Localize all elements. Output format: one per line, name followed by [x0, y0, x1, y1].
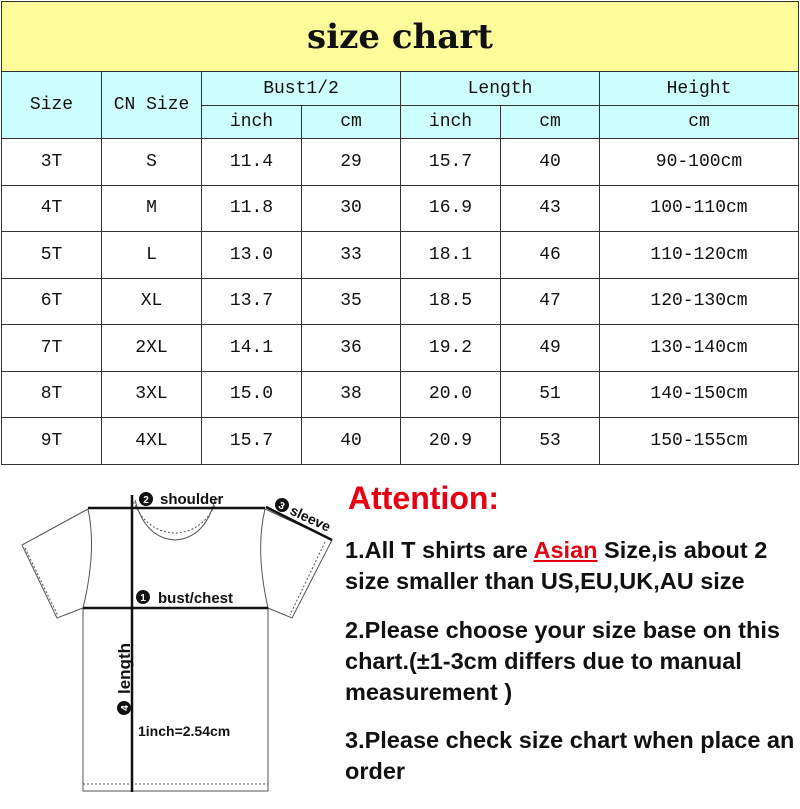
table-cell: 3T — [1, 138, 102, 186]
note-1: 1.All T shirts are Asian Size,is about 2… — [345, 537, 768, 594]
svg-text:shoulder: shoulder — [160, 491, 224, 508]
table-cell: 3XL — [101, 370, 202, 418]
table-cell: 33 — [301, 231, 401, 279]
table-row: 7T 2XL 14.1 36 19.2 49 130-140cm — [1, 324, 799, 372]
conversion-note: 1inch=2.54cm — [138, 723, 230, 739]
table-cell: 19.2 — [400, 324, 501, 372]
table-cell: XL — [101, 277, 202, 325]
svg-text:2: 2 — [143, 495, 149, 506]
table-cell: 53 — [500, 417, 600, 465]
shoulder-label: 2 shoulder — [139, 491, 224, 508]
table-cell: 4T — [1, 184, 102, 232]
table-cell: 38 — [301, 370, 401, 418]
table-cell: 20.9 — [400, 417, 501, 465]
table-cell: 5T — [1, 231, 102, 279]
svg-text:1: 1 — [140, 593, 146, 604]
header-length-inch: inch — [400, 105, 501, 139]
table-cell: 49 — [500, 324, 600, 372]
table-cell: 30 — [301, 184, 401, 232]
header-length: Length — [400, 71, 600, 106]
table-cell: 150-155cm — [599, 417, 799, 465]
table-cell: L — [101, 231, 202, 279]
table-cell: 18.5 — [400, 277, 501, 325]
chart-title: size chart — [1, 1, 799, 72]
table-cell: 20.0 — [400, 370, 501, 418]
note-2: 2.Please choose your size base on this c… — [345, 617, 780, 705]
note-3: 3.Please check size chart when place an … — [345, 727, 795, 784]
table-row: 9T 4XL 15.7 40 20.9 53 150-155cm — [1, 417, 799, 465]
table-cell: 51 — [500, 370, 600, 418]
header-cn-size: CN Size — [101, 71, 202, 139]
attention-title: Attention: — [348, 480, 500, 516]
table-cell: 15.7 — [201, 417, 302, 465]
table-cell: 29 — [301, 138, 401, 186]
bust-label: 1 bust/chest — [136, 590, 233, 607]
size-chart-table: size chart Size CN Size Bust1/2 Length H… — [1, 1, 799, 465]
table-cell: 35 — [301, 277, 401, 325]
table-cell: 8T — [1, 370, 102, 418]
table-cell: 100-110cm — [599, 184, 799, 232]
header-bust-cm: cm — [301, 105, 401, 139]
svg-text:3: 3 — [277, 500, 287, 513]
asian-highlight: Asian — [533, 537, 598, 563]
table-row: 3T S 11.4 29 15.7 40 90-100cm — [1, 138, 799, 186]
table-cell: S — [101, 138, 202, 186]
table-cell: 11.4 — [201, 138, 302, 186]
table-cell: 90-100cm — [599, 138, 799, 186]
table-cell: 18.1 — [400, 231, 501, 279]
table-cell: 15.7 — [400, 138, 501, 186]
header-bust-inch: inch — [201, 105, 302, 139]
table-row: 5T L 13.0 33 18.1 46 110-120cm — [1, 231, 799, 279]
table-cell: 2XL — [101, 324, 202, 372]
table-cell: 14.1 — [201, 324, 302, 372]
table-cell: 43 — [500, 184, 600, 232]
header-height-cm: cm — [599, 105, 799, 139]
table-cell: 6T — [1, 277, 102, 325]
table-cell: 15.0 — [201, 370, 302, 418]
header-length-cm: cm — [500, 105, 600, 139]
table-cell: 47 — [500, 277, 600, 325]
table-cell: 40 — [301, 417, 401, 465]
tshirt-measurement-diagram: 2 shoulder 3 sleeve 1 bust/chest 4 lengt… — [21, 491, 333, 792]
table-cell: 13.0 — [201, 231, 302, 279]
svg-text:4: 4 — [120, 705, 131, 711]
table-cell: 140-150cm — [599, 370, 799, 418]
length-label: 4 length — [115, 643, 134, 715]
table-cell: 7T — [1, 324, 102, 372]
header-height: Height — [599, 71, 799, 106]
table-row: 4T M 11.8 30 16.9 43 100-110cm — [1, 184, 799, 232]
table-cell: 120-130cm — [599, 277, 799, 325]
table-cell: 36 — [301, 324, 401, 372]
table-cell: 110-120cm — [599, 231, 799, 279]
table-cell: M — [101, 184, 202, 232]
table-cell: 16.9 — [400, 184, 501, 232]
table-cell: 13.7 — [201, 277, 302, 325]
table-cell: 40 — [500, 138, 600, 186]
header-size: Size — [1, 71, 102, 139]
table-cell: 46 — [500, 231, 600, 279]
table-cell: 11.8 — [201, 184, 302, 232]
table-cell: 9T — [1, 417, 102, 465]
header-bust: Bust1/2 — [201, 71, 401, 106]
table-row: 6T XL 13.7 35 18.5 47 120-130cm — [1, 277, 799, 325]
svg-text:bust/chest: bust/chest — [158, 590, 233, 607]
table-cell: 130-140cm — [599, 324, 799, 372]
svg-text:length: length — [115, 643, 134, 694]
table-cell: 4XL — [101, 417, 202, 465]
table-row: 8T 3XL 15.0 38 20.0 51 140-150cm — [1, 370, 799, 418]
